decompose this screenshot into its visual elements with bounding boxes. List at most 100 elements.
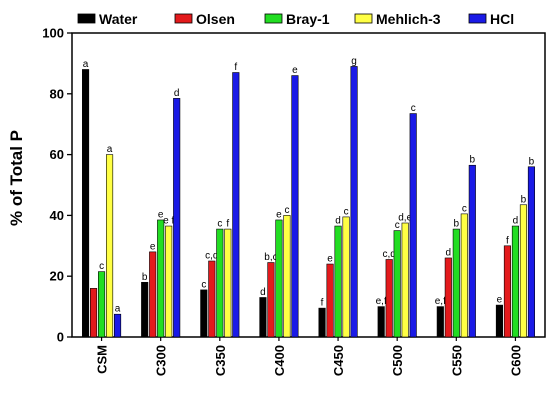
bar-bray-1-c400: [275, 219, 283, 338]
significance-label: c: [99, 261, 104, 272]
significance-label: b: [454, 219, 460, 230]
significance-label: d: [260, 287, 266, 298]
legend-swatch: [174, 13, 193, 24]
bar-olsen-csm: [90, 288, 98, 338]
bar-hcl-c400: [291, 75, 299, 338]
bar-mehlich-3-csm: [106, 154, 114, 338]
bar-hcl-c550: [468, 164, 476, 338]
y-tick-label: 20: [50, 269, 64, 284]
bar-olsen-c350: [208, 260, 216, 338]
chart-axes: 0 20 40 60 80 100 CSM C300 C350 C400 C450 C500 C550 C…: [42, 26, 546, 376]
legend-entry: Mehlich-3: [376, 11, 441, 27]
significance-label: e,f: [435, 296, 446, 307]
significance-label: e: [327, 254, 333, 265]
significance-label: c: [284, 205, 289, 216]
significance-label: b: [521, 194, 527, 205]
x-tick-label: C350: [213, 345, 228, 376]
y-axis-label: % of Total P: [7, 130, 26, 226]
significance-label: d,e: [398, 213, 412, 224]
bar-hcl-csm: [114, 313, 122, 338]
significance-label: c: [411, 103, 416, 114]
x-tick-label: C600: [508, 345, 523, 376]
significance-label: f: [506, 235, 509, 246]
bar-bray-1-c600: [511, 225, 519, 338]
significance-label: a: [107, 144, 113, 155]
bar-water-c300: [141, 281, 149, 338]
bar-bray-1-csm: [98, 271, 106, 338]
bar-bray-1-c300: [157, 219, 165, 338]
bar-olsen-c400: [267, 262, 275, 338]
x-tick-label: C450: [331, 345, 346, 376]
y-tick-label: 80: [50, 86, 64, 101]
legend-swatch: [468, 13, 487, 24]
x-tick-label: C300: [154, 345, 169, 376]
bar-hcl-c500: [409, 113, 417, 338]
bar-olsen-c550: [444, 257, 452, 338]
y-tick-label: 60: [50, 147, 64, 162]
bar-water-csm: [82, 69, 90, 338]
legend-swatch: [264, 13, 283, 24]
bar-water-c500: [377, 306, 385, 338]
significance-label: c: [395, 220, 400, 231]
significance-label: c,d: [205, 251, 218, 262]
x-tick-label: C400: [272, 345, 287, 376]
legend-swatch: [77, 13, 96, 24]
bar-mehlich-3-c550: [460, 213, 468, 338]
y-tick-label: 0: [57, 330, 64, 345]
bar-bray-1-c500: [393, 230, 401, 338]
y-tick-label: 100: [42, 26, 64, 41]
significance-label: e: [497, 295, 503, 306]
significance-label: d: [513, 216, 519, 227]
legend-entry: HCl: [490, 11, 514, 27]
bar-water-c450: [318, 307, 326, 338]
bar-bray-1-c550: [452, 228, 460, 338]
significance-label: g: [351, 56, 357, 67]
significance-label: d: [446, 247, 452, 258]
legend-entry: Water: [99, 11, 138, 27]
significance-label: c: [217, 219, 222, 230]
bar-mehlich-3-c300: [165, 225, 173, 338]
bar-mehlich-3-c500: [401, 222, 409, 338]
bar-hcl-c600: [527, 166, 535, 338]
significance-label: e: [276, 209, 282, 220]
x-tick-label: C550: [449, 345, 464, 376]
significance-label: e: [150, 241, 156, 252]
y-tick-label: 40: [50, 208, 64, 223]
significance-label: a: [115, 304, 121, 315]
bar-olsen-c500: [385, 259, 393, 338]
chart-legend: Water Olsen Bray-1 Mehlich-3 HCl: [77, 11, 514, 27]
x-tick-label: CSM: [95, 345, 110, 374]
bar-water-c350: [200, 289, 208, 338]
bar-hcl-c300: [173, 98, 181, 338]
significance-label: e f: [163, 216, 174, 227]
significance-label: f: [234, 62, 237, 73]
significance-label: b,c: [264, 252, 277, 263]
bar-olsen-c300: [149, 251, 157, 338]
significance-label: a: [83, 59, 89, 70]
bar-olsen-c600: [503, 245, 511, 338]
significance-label: e: [158, 209, 164, 220]
plot-frame: [71, 32, 546, 338]
bar-bray-1-c350: [216, 228, 224, 338]
legend-entry: Bray-1: [286, 11, 330, 27]
bar-mehlich-3-c600: [519, 204, 527, 338]
bar-hcl-c350: [232, 72, 240, 338]
bar-mehlich-3-c400: [283, 215, 291, 338]
significance-label: c,d: [383, 249, 396, 260]
significance-label: f: [226, 219, 229, 230]
legend-entry: Olsen: [196, 11, 235, 27]
bar-water-c600: [495, 304, 503, 338]
significance-label: b: [470, 155, 476, 166]
significance-label: c: [201, 279, 206, 290]
bar-mehlich-3-c450: [342, 216, 350, 338]
significance-label: c: [462, 203, 467, 214]
bar-water-c550: [436, 306, 444, 338]
legend-swatch: [354, 13, 373, 24]
significance-label: b: [529, 156, 535, 167]
bar-water-c400: [259, 297, 267, 338]
significance-label: d: [335, 216, 341, 227]
bar-bray-1-c450: [334, 225, 342, 338]
bar-olsen-c450: [326, 263, 334, 338]
